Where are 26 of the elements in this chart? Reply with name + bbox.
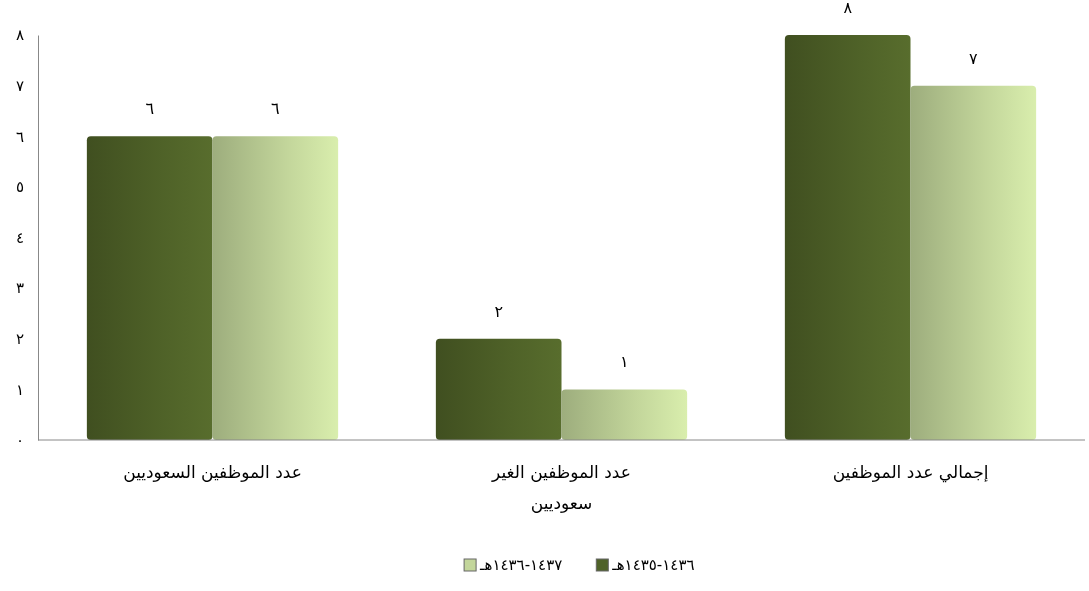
data-label: ٦ [271, 99, 280, 119]
y-tick-label: ٥ [15, 178, 24, 197]
x-tick-label: عدد الموظفين السعوديين [123, 462, 302, 482]
bar [435, 338, 562, 440]
y-tick-label: ٣ [15, 279, 24, 298]
bar [86, 136, 213, 440]
data-label: ٨ [843, 0, 853, 17]
x-tick-label: عدد الموظفين الغير سعوديين [491, 462, 631, 513]
y-tick-label: ٦ [15, 127, 24, 146]
y-tick-label: ٤ [15, 228, 24, 247]
data-label: ٧ [969, 48, 979, 68]
bar [910, 85, 1037, 440]
y-tick-label: ٠ [15, 431, 24, 450]
data-label: ٢ [494, 301, 503, 321]
y-tick-label: ٨ [15, 26, 24, 45]
data-label: ٦ [145, 99, 154, 119]
legend-label: ١٤٣٧-١٤٣٦هـ [479, 556, 563, 574]
x-tick-label: إجمالي عدد الموظفين [832, 462, 989, 483]
bar [784, 35, 911, 440]
y-tick-label: ١ [15, 380, 24, 399]
data-label: ١ [620, 352, 629, 372]
legend-label: ١٤٣٦-١٤٣٥هـ [611, 556, 695, 574]
bar [561, 389, 688, 440]
y-tick-label: ٧ [15, 76, 24, 95]
bar [212, 136, 339, 440]
y-tick-label: ٢ [15, 330, 24, 349]
